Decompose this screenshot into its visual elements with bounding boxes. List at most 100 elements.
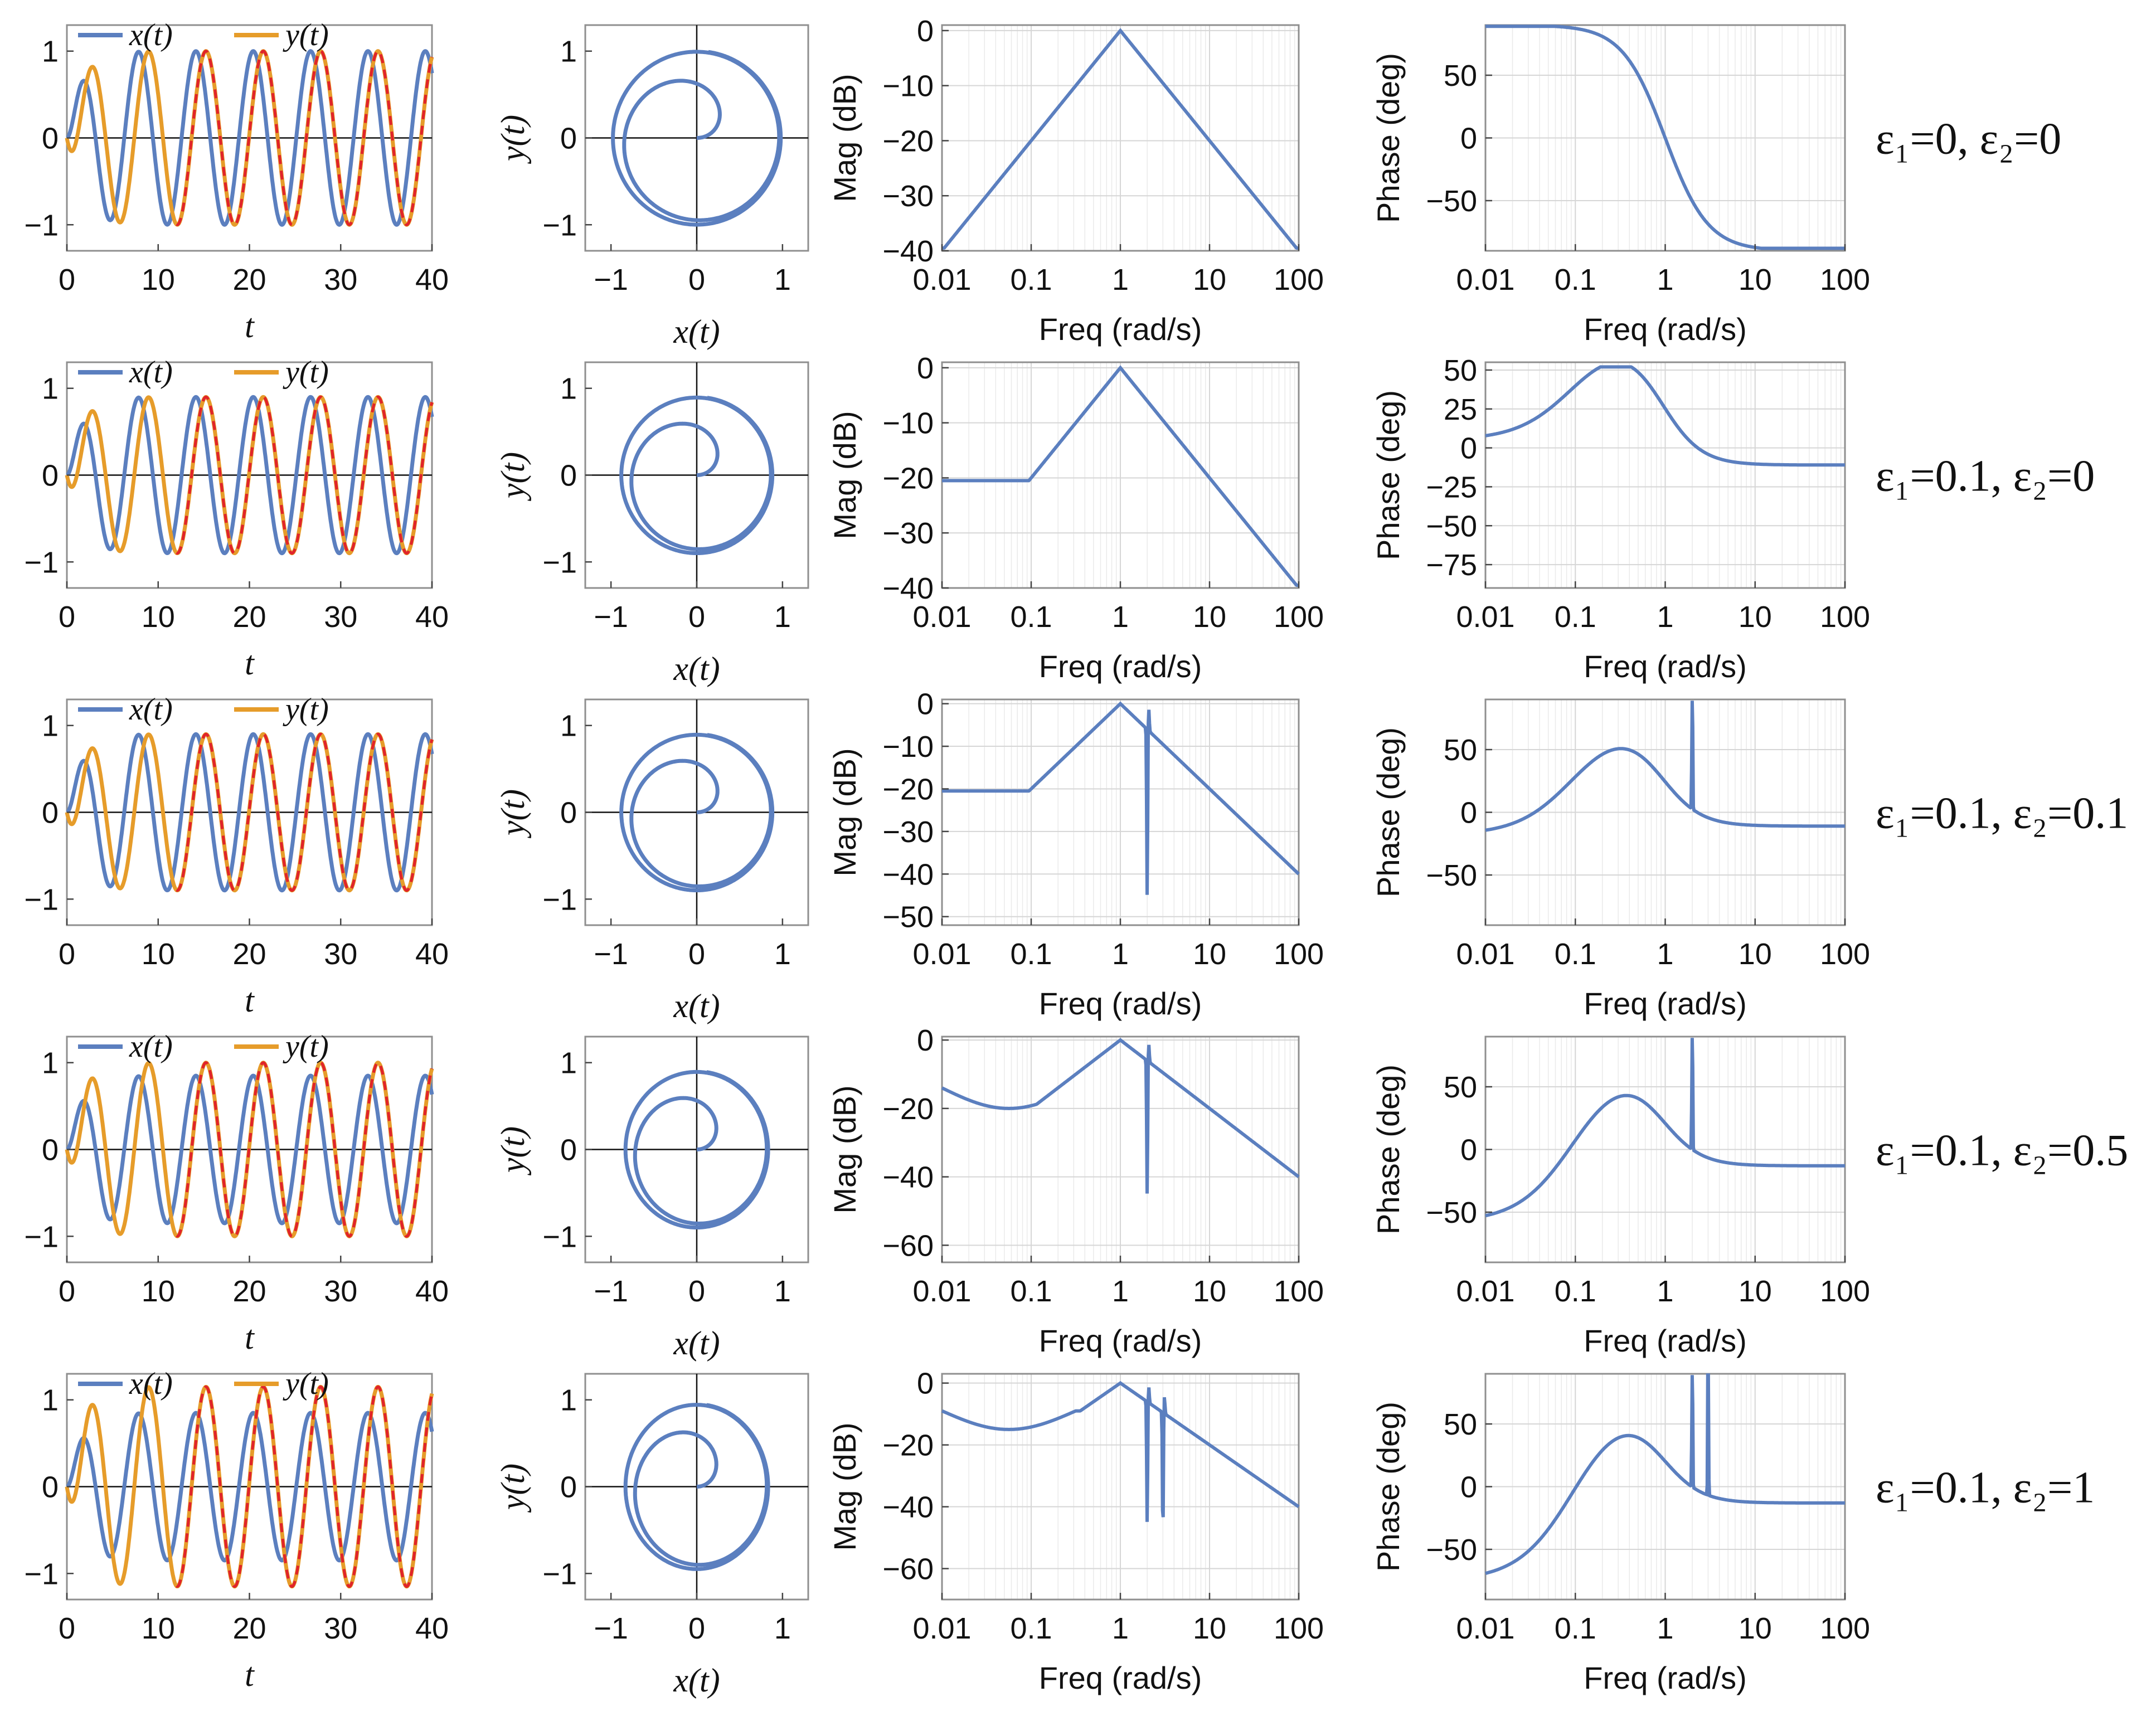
- mag-y-tick-label: 0: [917, 688, 934, 721]
- phase-deg-y-tick-label: 0: [1460, 1134, 1477, 1167]
- time-x-tick-label: 20: [232, 1275, 266, 1308]
- phase-trajectory: [623, 1070, 770, 1229]
- time-x-axis-label: t: [245, 645, 255, 682]
- phase-response-line: [1485, 1373, 1845, 1575]
- mag-y-tick-label: −60: [882, 1553, 934, 1586]
- phase-y-tick-label: −1: [542, 1557, 577, 1591]
- phase-deg-x-tick-label: 1: [1657, 600, 1673, 634]
- phase-x-tick-label: 1: [774, 263, 791, 296]
- phase-deg-x-tick-label: 1: [1657, 937, 1673, 971]
- time-y-tick-label: 0: [42, 122, 59, 155]
- row-parameter-label: ε₁=0, ε₂=0: [1876, 115, 2061, 164]
- time-x-tick-label: 40: [415, 937, 449, 971]
- mag-y-tick-label: 0: [917, 1024, 934, 1057]
- time-x-tick-label: 10: [142, 937, 175, 971]
- phase-deg-y-tick-label: −50: [1426, 1196, 1477, 1229]
- phase-deg-y-axis-label: Phase (deg): [1371, 390, 1406, 560]
- time-y-tick-label: 1: [42, 709, 59, 743]
- phase-y-tick-label: 1: [560, 709, 577, 743]
- time-x-tick-label: 0: [59, 937, 75, 971]
- mag-x-tick-label: 1: [1112, 263, 1129, 296]
- phase-deg-y-tick-label: 0: [1460, 432, 1477, 465]
- mag-y-tick-label: −40: [882, 1161, 934, 1194]
- phase-deg-x-tick-label: 10: [1739, 263, 1772, 296]
- mag-y-tick-label: −40: [882, 235, 934, 268]
- phase-trajectory: [619, 395, 775, 555]
- phase-deg-x-tick-label: 10: [1739, 937, 1772, 971]
- time-y-tick-label: −1: [24, 546, 59, 579]
- time-x-tick-label: 30: [324, 937, 357, 971]
- phase-x-tick-label: 1: [774, 1612, 791, 1645]
- analytic-dashed-line: [176, 50, 434, 226]
- mag-x-tick-label: 10: [1193, 937, 1226, 971]
- phase-y-tick-label: 0: [560, 1471, 577, 1504]
- time-x-tick-label: 10: [142, 600, 175, 634]
- phase-y-tick-label: 0: [560, 796, 577, 830]
- time-x-axis-label: t: [245, 982, 255, 1019]
- mag-x-tick-label: 0.01: [912, 1275, 971, 1308]
- phase-y-tick-label: 1: [560, 1384, 577, 1417]
- phase-deg-x-axis-label: Freq (rad/s): [1584, 649, 1747, 684]
- time-y-tick-label: 1: [42, 372, 59, 406]
- mag-x-tick-label: 0.1: [1010, 600, 1052, 634]
- phase-deg-y-tick-label: 25: [1444, 393, 1477, 426]
- x-series-line: [66, 395, 434, 556]
- analytic-dashed-line: [176, 395, 434, 555]
- phase-deg-x-tick-label: 1: [1657, 263, 1673, 296]
- phase-deg-y-tick-label: −25: [1426, 470, 1477, 504]
- phase-deg-x-tick-label: 0.01: [1456, 1612, 1514, 1645]
- phase-deg-y-tick-label: 0: [1460, 122, 1477, 155]
- analytic-dashed-line: [175, 1385, 434, 1588]
- phase-x-tick-label: −1: [594, 937, 628, 971]
- time-x-tick-label: 10: [142, 1275, 175, 1308]
- time-x-tick-label: 40: [415, 600, 449, 634]
- mag-y-tick-label: −20: [882, 461, 934, 495]
- phase-y-axis-label: y(t): [494, 115, 531, 164]
- mag-y-tick-label: −20: [882, 124, 934, 158]
- mag-x-tick-label: 0.1: [1010, 1275, 1052, 1308]
- mag-x-tick-label: 100: [1274, 263, 1324, 296]
- phase-deg-y-tick-label: 0: [1460, 796, 1477, 830]
- legend-label-y: y(t): [283, 1029, 329, 1064]
- phase-y-tick-label: −1: [542, 546, 577, 579]
- phase-deg-y-axis-label: Phase (deg): [1371, 727, 1406, 897]
- phase-deg-x-tick-label: 1: [1657, 1612, 1673, 1645]
- phase-y-tick-label: −1: [542, 883, 577, 916]
- phase-y-tick-label: −1: [542, 208, 577, 242]
- phase-x-axis-label: x(t): [673, 988, 720, 1024]
- legend-label-x: x(t): [129, 1367, 173, 1401]
- phase-deg-x-tick-label: 100: [1820, 937, 1870, 971]
- phase-deg-x-tick-label: 0.1: [1555, 263, 1596, 296]
- mag-x-tick-label: 100: [1274, 937, 1324, 971]
- phase-y-tick-label: 1: [560, 372, 577, 406]
- time-y-tick-label: −1: [24, 883, 59, 916]
- mag-x-tick-label: 10: [1193, 263, 1226, 296]
- phase-y-axis-label: y(t): [494, 1126, 531, 1176]
- phase-deg-x-tick-label: 0.01: [1456, 263, 1514, 296]
- phase-x-tick-label: −1: [594, 1612, 628, 1645]
- time-x-tick-label: 30: [324, 263, 357, 296]
- phase-y-axis-label: y(t): [494, 452, 531, 502]
- mag-y-axis-label: Mag (dB): [827, 1085, 862, 1213]
- phase-deg-x-tick-label: 100: [1820, 263, 1870, 296]
- time-x-tick-label: 0: [59, 600, 75, 634]
- mag-x-tick-label: 0.1: [1010, 1612, 1052, 1645]
- row-parameter-label: ε₁=0.1, ε₂=1: [1876, 1464, 2095, 1513]
- phase-deg-x-tick-label: 0.01: [1456, 1275, 1514, 1308]
- x-series-line: [66, 732, 434, 893]
- phase-deg-y-tick-label: 50: [1444, 1071, 1477, 1104]
- phase-deg-y-tick-label: −50: [1426, 859, 1477, 892]
- legend-label-y: y(t): [283, 355, 329, 390]
- phase-y-tick-label: 0: [560, 1134, 577, 1167]
- phase-x-tick-label: 0: [688, 263, 705, 296]
- phase-deg-x-axis-label: Freq (rad/s): [1584, 1660, 1747, 1695]
- phase-y-tick-label: 0: [560, 122, 577, 155]
- phase-y-axis-label: y(t): [494, 789, 531, 839]
- phase-deg-y-tick-label: −50: [1426, 1533, 1477, 1567]
- mag-response-line: [942, 365, 1299, 587]
- phase-deg-y-axis-label: Phase (deg): [1371, 1064, 1406, 1234]
- phase-deg-x-tick-label: 0.1: [1555, 600, 1596, 634]
- phase-x-axis-label: x(t): [673, 313, 720, 350]
- mag-x-tick-label: 10: [1193, 1275, 1226, 1308]
